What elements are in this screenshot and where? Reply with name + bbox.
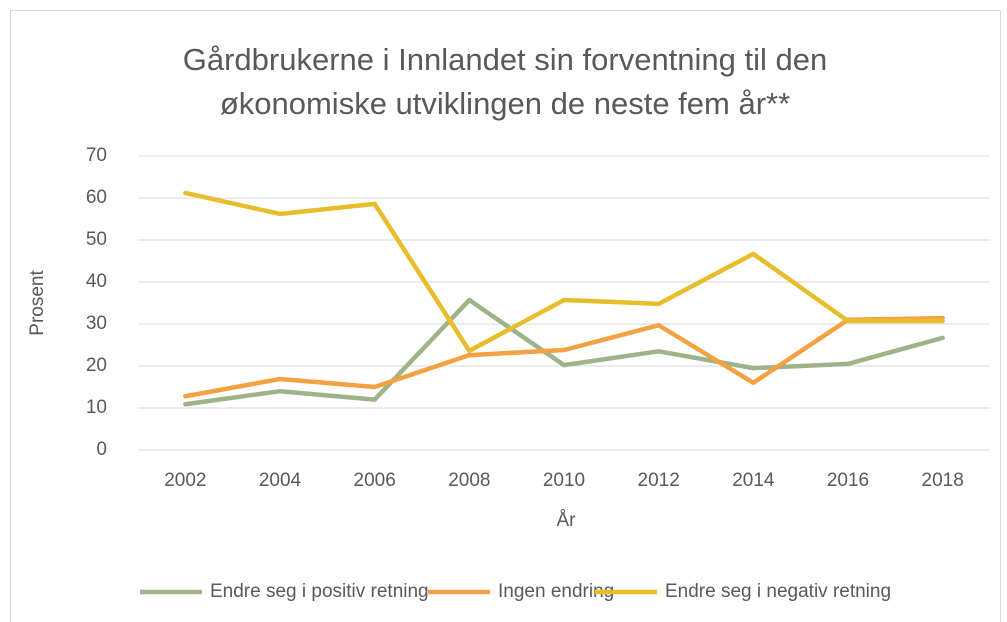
y-tick-label: 50 [86, 229, 107, 250]
y-tick-label: 0 [96, 439, 107, 460]
y-axis-label: Prosent [27, 270, 48, 336]
x-tick-label: 2010 [543, 470, 585, 491]
legend-label: Endre seg i positiv retning [210, 581, 429, 602]
series-line [183, 297, 945, 407]
legend-label: Endre seg i negativ retning [665, 581, 891, 602]
series-line [183, 190, 945, 354]
x-tick-label: 2012 [638, 470, 680, 491]
y-tick-label: 40 [86, 271, 107, 292]
y-tick-label: 70 [86, 145, 107, 166]
chart-title: Gårdbrukerne i Innlandet sin forventning… [182, 42, 828, 121]
legend-label: Ingen endring [498, 581, 614, 602]
x-tick-label: 2002 [164, 470, 206, 491]
y-tick-label: 20 [86, 355, 107, 376]
y-tick-label: 10 [86, 397, 107, 418]
x-tick-label: 2008 [448, 470, 490, 491]
x-tick-label: 2018 [922, 470, 964, 491]
x-tick-label: 2016 [827, 470, 869, 491]
y-tick-label: 30 [86, 313, 107, 334]
chart-border [10, 10, 1001, 622]
x-tick-label: 2006 [354, 470, 396, 491]
x-tick-label: 2004 [259, 470, 302, 491]
y-tick-label: 60 [86, 187, 107, 208]
series-line [183, 315, 945, 399]
x-axis-label: År [557, 510, 577, 531]
x-tick-label: 2014 [732, 470, 775, 491]
